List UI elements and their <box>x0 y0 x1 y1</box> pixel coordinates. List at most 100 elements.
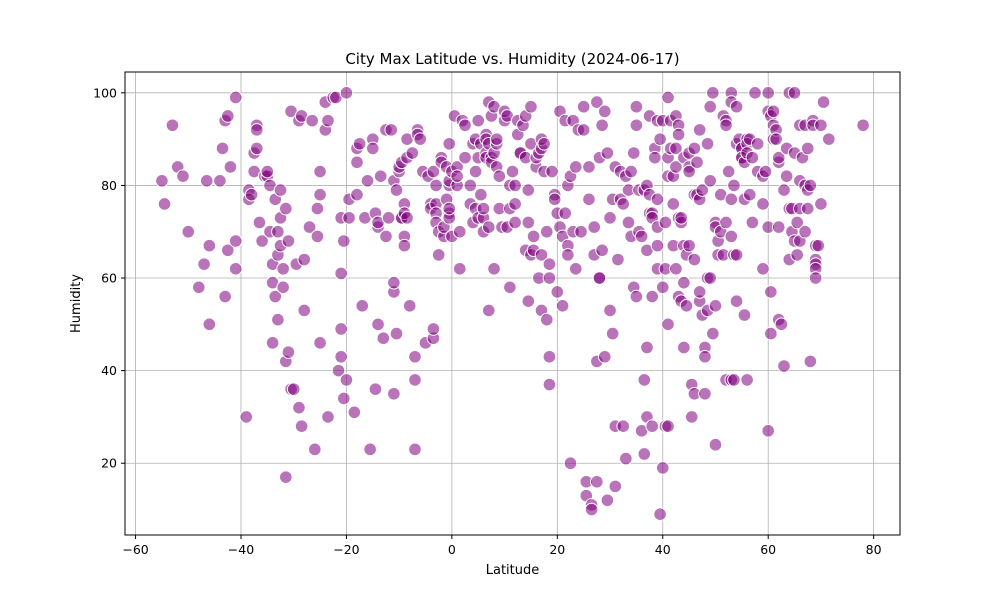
data-point <box>550 285 565 299</box>
data-point <box>692 123 707 137</box>
y-tick-label: 20 <box>101 456 117 471</box>
data-point <box>334 322 348 336</box>
data-point <box>603 211 617 225</box>
data-point <box>199 174 214 188</box>
data-point <box>692 285 707 299</box>
data-point <box>292 400 306 415</box>
data-point <box>655 280 670 295</box>
data-point <box>645 289 660 304</box>
data-point <box>521 294 536 308</box>
data-point <box>568 160 583 174</box>
data-point <box>616 197 631 211</box>
data-point <box>487 261 501 276</box>
data-point <box>677 340 691 355</box>
data-point <box>307 442 322 457</box>
data-point <box>271 224 285 239</box>
data-point <box>202 238 217 253</box>
data-point <box>539 312 554 327</box>
data-point <box>674 211 689 225</box>
data-point <box>684 410 699 424</box>
data-point <box>703 99 718 114</box>
data-point <box>811 238 826 253</box>
data-point <box>719 215 733 230</box>
grid-lines <box>125 72 900 535</box>
data-point <box>616 419 631 433</box>
data-point <box>603 303 617 318</box>
data-point <box>336 234 351 248</box>
data-point <box>592 271 607 285</box>
data-point <box>165 118 180 133</box>
data-point <box>471 113 486 128</box>
data-point <box>534 248 549 262</box>
data-point <box>157 197 172 211</box>
data-point <box>255 234 269 248</box>
y-tick-label: 100 <box>93 85 117 100</box>
data-point <box>371 317 385 332</box>
chart-title: City Max Latitude vs. Humidity (2024-06-… <box>345 50 679 68</box>
data-point <box>700 136 715 151</box>
data-point <box>347 405 362 420</box>
data-point <box>281 345 296 359</box>
data-point <box>192 280 206 295</box>
data-point <box>363 442 377 457</box>
data-point <box>202 317 217 332</box>
data-point <box>321 113 335 128</box>
data-point <box>661 419 675 433</box>
data-point <box>764 326 778 341</box>
data-point <box>584 502 599 517</box>
data-point <box>505 164 520 179</box>
data-point <box>727 178 741 193</box>
data-point <box>611 252 625 267</box>
data-point <box>452 224 467 239</box>
y-tick-label: 80 <box>101 178 117 193</box>
data-point <box>582 192 596 207</box>
data-point <box>334 266 348 281</box>
data-point <box>313 187 327 202</box>
data-point <box>521 215 536 230</box>
data-point <box>250 123 264 137</box>
data-point <box>336 391 351 406</box>
y-tick-label: 40 <box>101 363 117 378</box>
data-point <box>426 164 441 179</box>
data-point <box>176 169 190 183</box>
data-point <box>800 141 815 156</box>
data-point <box>281 234 296 248</box>
data-point <box>698 386 712 401</box>
data-point <box>228 261 243 276</box>
data-point <box>737 308 752 322</box>
data-point <box>637 447 652 461</box>
data-point <box>769 132 783 146</box>
data-point <box>645 419 660 433</box>
data-point <box>669 160 683 174</box>
data-point <box>384 123 399 137</box>
data-point <box>669 141 683 156</box>
x-axis-label: Latitude <box>486 563 540 578</box>
data-point <box>352 136 367 151</box>
data-point <box>653 132 667 146</box>
data-point <box>228 234 243 248</box>
data-point <box>474 187 488 202</box>
data-point <box>321 410 335 424</box>
data-point <box>379 229 393 244</box>
data-point <box>727 373 741 387</box>
data-point <box>526 229 541 244</box>
data-point <box>648 150 662 165</box>
data-point <box>771 150 786 165</box>
data-point <box>798 224 812 239</box>
data-point <box>278 201 293 216</box>
data-point <box>608 479 623 494</box>
data-point <box>637 373 652 387</box>
data-point <box>822 132 836 146</box>
data-point <box>389 326 404 341</box>
data-point <box>750 136 765 151</box>
data-point <box>814 118 828 133</box>
x-tick-label: −40 <box>228 542 254 557</box>
data-point <box>268 289 283 304</box>
data-point <box>376 331 391 346</box>
data-point <box>619 451 633 466</box>
data-point <box>706 326 720 341</box>
plot-frame <box>124 71 901 536</box>
data-point <box>719 118 733 133</box>
data-point <box>777 359 791 373</box>
